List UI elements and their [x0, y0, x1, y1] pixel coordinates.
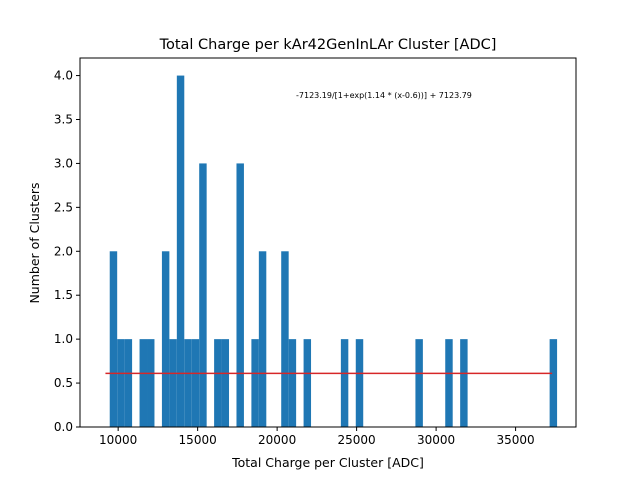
histogram-bar — [445, 339, 453, 427]
histogram-bar — [251, 339, 259, 427]
histogram-bar — [281, 251, 289, 427]
histogram-bar — [258, 251, 267, 427]
histogram-bar — [109, 251, 118, 427]
histogram-bar — [460, 339, 468, 427]
histogram-bar — [176, 75, 185, 428]
histogram-bar — [169, 339, 177, 427]
y-tick-label: 3.0 — [54, 156, 73, 170]
x-tick-label: 35000 — [496, 433, 534, 447]
y-tick-label: 4.0 — [54, 69, 73, 83]
fit-equation-annotation: -7123.19/[1+exp(1.14 * (x-0.6))] + 7123.… — [296, 91, 472, 100]
histogram-bar — [415, 339, 423, 427]
histogram-bar — [355, 339, 364, 427]
x-axis-label: Total Charge per Cluster [ADC] — [231, 455, 424, 470]
y-tick-label: 1.5 — [54, 288, 73, 302]
plot-frame — [79, 57, 577, 428]
histogram-bar — [236, 163, 244, 427]
y-tick-label: 0.5 — [54, 376, 73, 390]
y-tick-label: 3.5 — [54, 113, 73, 127]
histogram-bar — [147, 339, 155, 427]
histogram-bar — [184, 339, 192, 427]
histogram-bar — [139, 339, 148, 427]
x-tick-label: 30000 — [417, 433, 455, 447]
y-tick-label: 2.5 — [54, 200, 73, 214]
histogram-bar — [303, 339, 312, 427]
y-tick-label: 2.0 — [54, 244, 73, 258]
histogram-bar — [199, 163, 207, 427]
histogram-bar — [117, 339, 125, 427]
x-tick-label: 10000 — [99, 433, 137, 447]
histogram-bar — [214, 339, 222, 427]
histogram-bar — [340, 339, 349, 427]
chart-title: Total Charge per kAr42GenInLAr Cluster [… — [159, 37, 497, 53]
histogram-bar — [549, 339, 558, 427]
histogram-bar — [124, 339, 133, 427]
histogram-bar — [161, 251, 170, 427]
y-tick-label: 0.0 — [54, 420, 73, 434]
y-tick-label: 1.0 — [54, 332, 73, 346]
histogram-bar — [191, 339, 200, 427]
x-axis-ticks: 10000 15000 20000 25000 30000 35000 — [99, 427, 535, 447]
y-axis-ticks: 0.0 0.5 1.0 1.5 2.0 2.5 3.0 3.5 4.0 — [54, 69, 80, 434]
y-axis-label: Number of Clusters — [27, 182, 42, 303]
bars-group — [109, 75, 558, 428]
x-tick-label: 25000 — [338, 433, 376, 447]
histogram-bar — [221, 339, 230, 427]
histogram-bar — [288, 339, 297, 427]
x-tick-label: 20000 — [258, 433, 296, 447]
x-tick-label: 15000 — [179, 433, 217, 447]
